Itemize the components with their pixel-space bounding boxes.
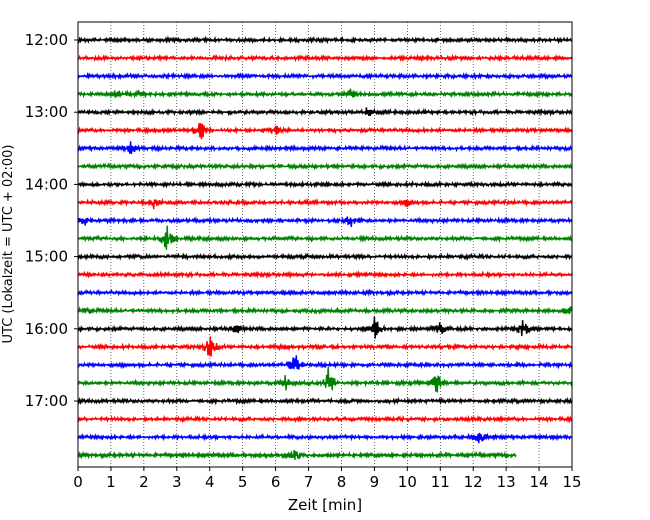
seismogram-trace (77, 71, 573, 81)
seismogram-trace (77, 355, 573, 370)
seismogram-trace (77, 252, 573, 262)
seismogram-trace (77, 414, 573, 424)
seismogram-trace (77, 107, 573, 117)
x-tick-label: 12 (464, 473, 483, 491)
x-axis-label: Zeit [min] (288, 496, 362, 514)
seismogram-trace (77, 197, 573, 210)
y-tick-label: 14:00 (25, 175, 68, 193)
x-tick-label: 10 (398, 473, 417, 491)
seismogram-trace (77, 122, 573, 140)
seismogram-trace (77, 288, 573, 298)
y-tick-label: 16:00 (25, 320, 68, 338)
seismogram-trace (77, 396, 573, 406)
y-tick-label: 12:00 (25, 31, 68, 49)
x-tick-label: 13 (497, 473, 516, 491)
x-tick-label: 11 (431, 473, 450, 491)
y-axis-label: UTC (Lokalzeit = UTC + 02:00) (1, 145, 16, 344)
x-tick-label: 8 (337, 473, 347, 491)
seismogram-traces (77, 35, 573, 460)
x-tick-label: 9 (370, 473, 380, 491)
seismogram-trace (77, 305, 573, 316)
seismogram-trace (77, 366, 573, 393)
x-tick-label: 4 (205, 473, 215, 491)
seismogram-trace (77, 336, 573, 357)
y-axis-ticks: 12:00 13:00 14:00 15:00 16:00 17:00 (25, 31, 78, 410)
x-tick-label: 3 (172, 473, 182, 491)
x-tick-label: 5 (238, 473, 248, 491)
y-tick-label: 17:00 (25, 392, 68, 410)
y-tick-label: 15:00 (25, 248, 68, 266)
x-tick-label: 2 (139, 473, 149, 491)
x-axis-ticks: 0 1 2 3 4 5 6 7 8 9 10 11 12 13 14 15 (73, 467, 582, 491)
seismogram-trace (77, 270, 573, 280)
x-tick-label: 6 (271, 473, 281, 491)
x-tick-label: 0 (73, 473, 83, 491)
plot-frame (77, 21, 573, 468)
y-tick-label: 13:00 (25, 103, 68, 121)
seismogram-trace (77, 141, 573, 155)
x-tick-label: 15 (562, 473, 581, 491)
seismogram-trace (77, 88, 573, 100)
x-tick-label: 14 (530, 473, 549, 491)
x-tick-label: 7 (304, 473, 314, 491)
vertical-gridlines (110, 22, 540, 467)
seismogram-trace (77, 216, 573, 227)
seismogram-trace (77, 161, 573, 171)
seismogram-trace (77, 35, 573, 45)
seismogram-trace (77, 179, 573, 189)
seismogram-trace (77, 53, 573, 63)
seismogram-trace (77, 450, 517, 460)
seismogram-trace (77, 432, 573, 444)
seismogram-trace (77, 316, 573, 339)
seismogram-trace (77, 225, 573, 250)
x-tick-label: 1 (106, 473, 116, 491)
